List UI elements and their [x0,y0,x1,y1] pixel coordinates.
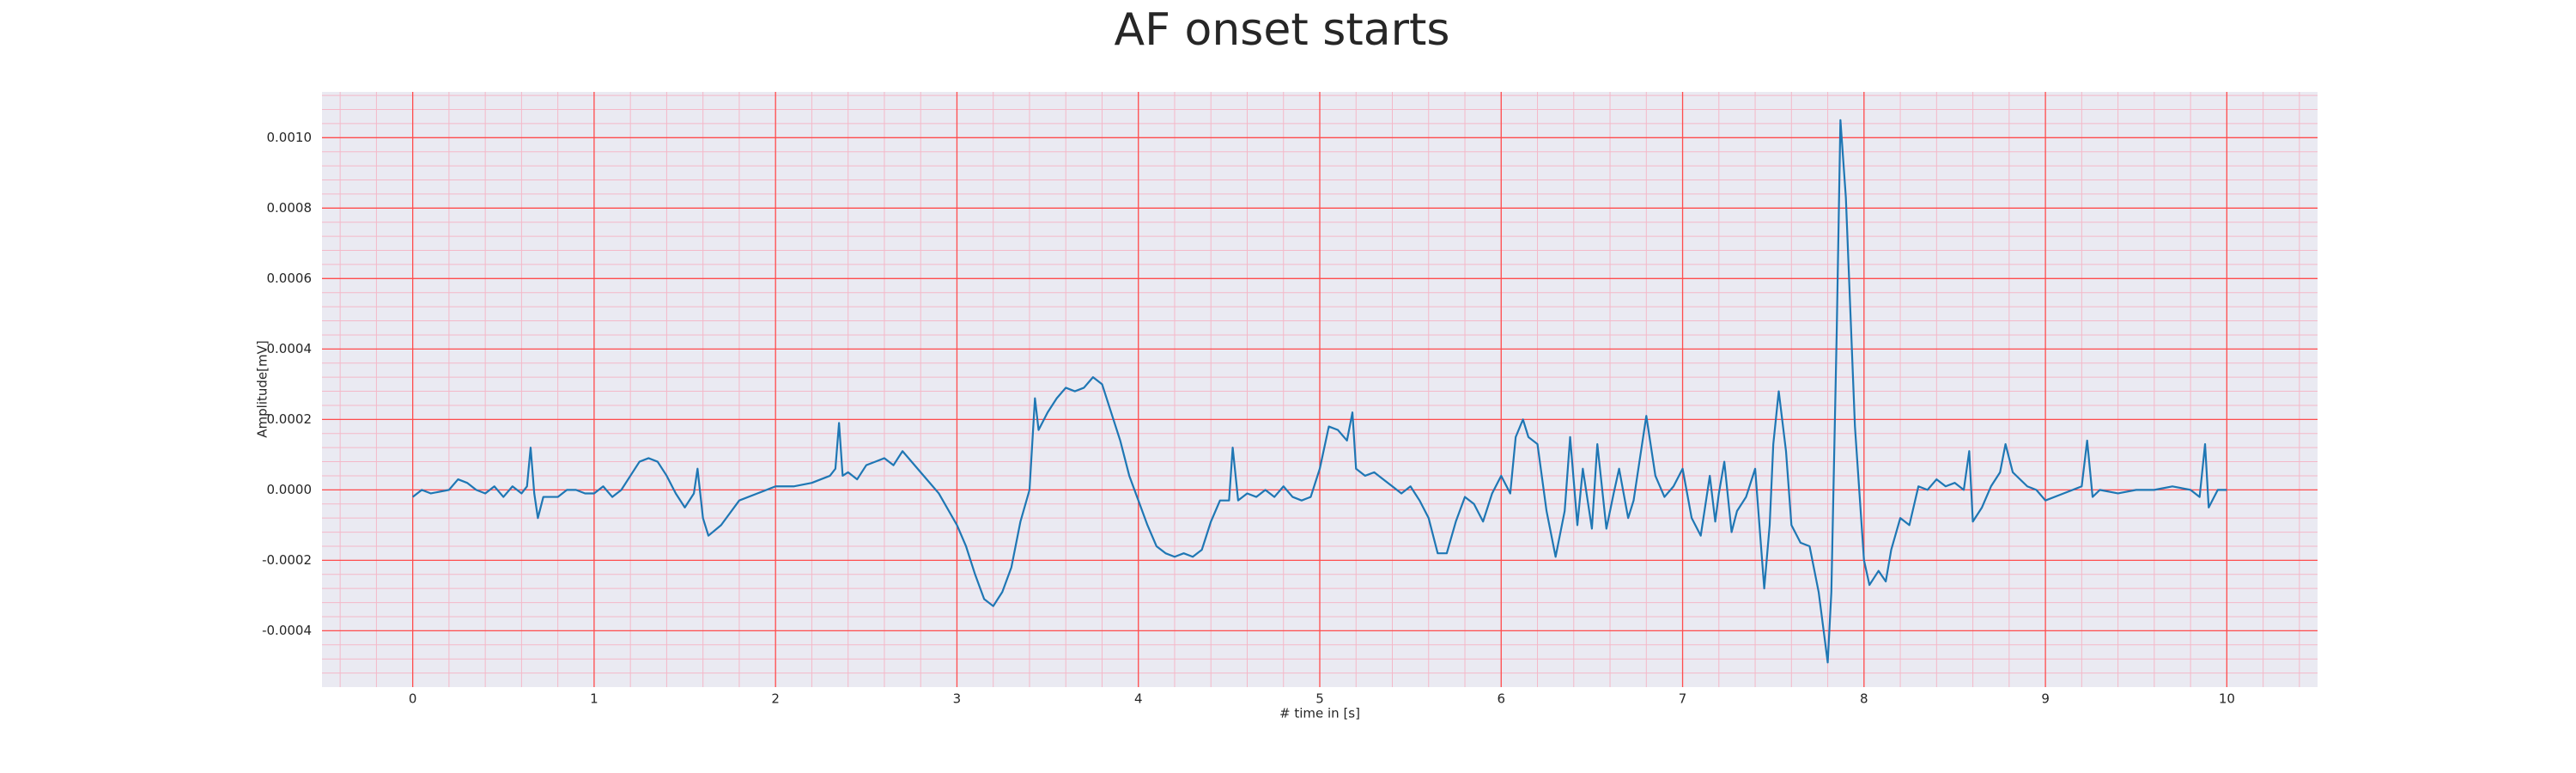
x-tick-label: 0 [409,691,417,707]
y-tick-label: 0.0004 [267,341,313,356]
x-tick-label: 1 [590,691,598,707]
y-tick-label: -0.0004 [262,623,312,638]
x-tick-label: 3 [953,691,962,707]
chart-title: AF onset starts [1115,4,1450,56]
y-tick-label: -0.0002 [262,552,312,568]
x-tick-label: 6 [1497,691,1505,707]
x-tick-label: 7 [1679,691,1687,707]
x-tick-label: 9 [2041,691,2050,707]
x-axis-label: # time in [s] [1279,706,1360,721]
y-tick-label: 0.0010 [267,130,313,145]
y-tick-label: 0.0002 [267,411,313,427]
y-tick-label: 0.0008 [267,200,313,216]
y-axis-label: Amplitude[mV] [255,340,270,437]
x-tick-label: 5 [1315,691,1324,707]
y-tick-label: 0.0006 [267,271,313,286]
y-tick-label: 0.0000 [267,482,313,497]
x-tick-label: 4 [1134,691,1143,707]
x-tick-label: 10 [2219,691,2235,707]
x-tick-label: 2 [771,691,780,707]
x-tick-label: 8 [1860,691,1868,707]
ecg-line [411,119,2227,664]
